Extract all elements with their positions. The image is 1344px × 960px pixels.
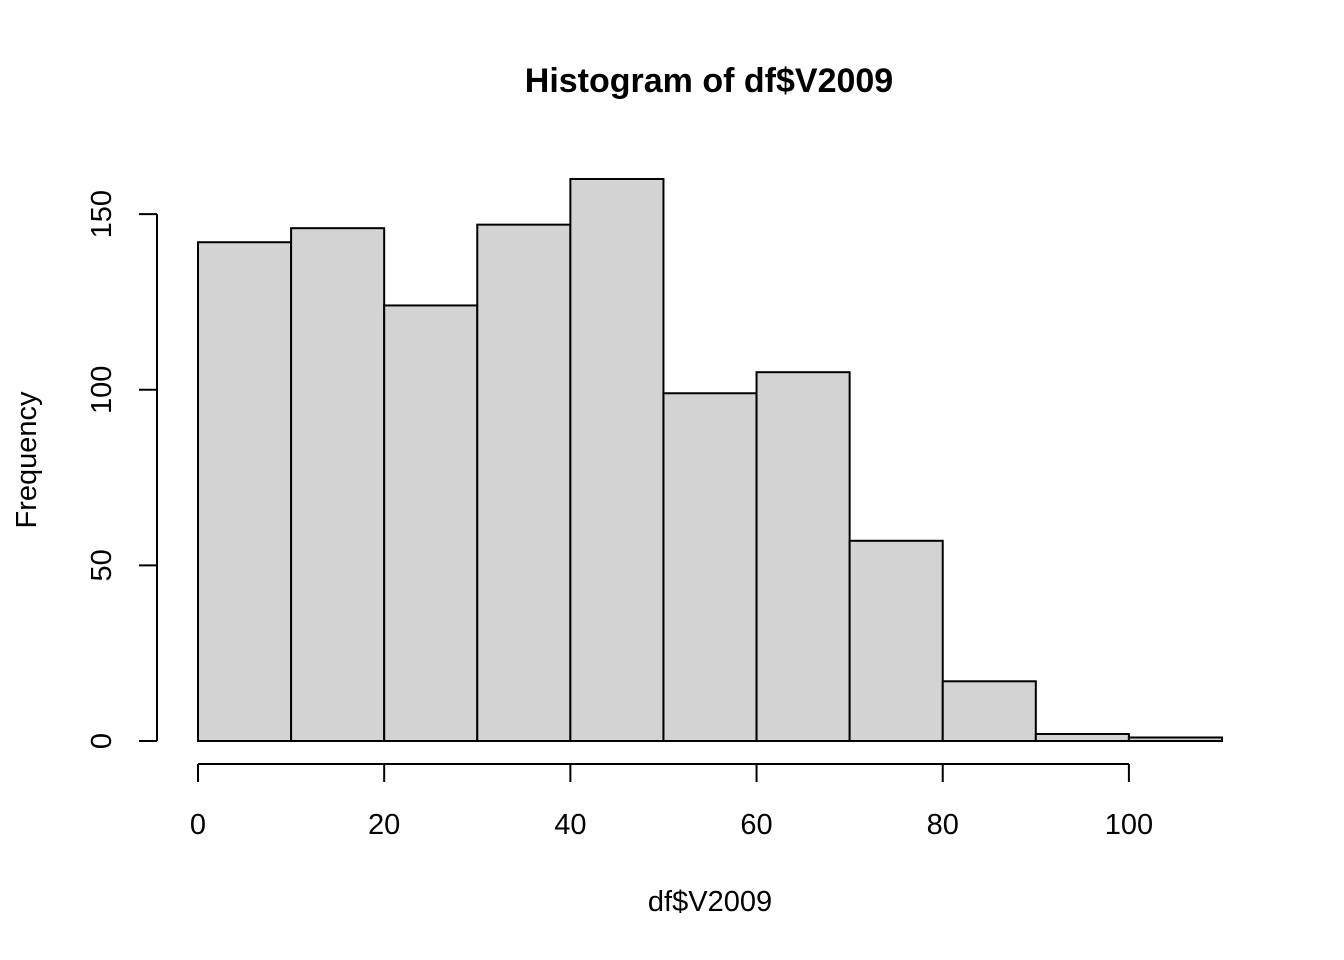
x-tick-label: 0 bbox=[190, 809, 206, 841]
histogram-bar bbox=[848, 539, 944, 742]
histogram-bar bbox=[476, 223, 572, 743]
x-tick-label: 40 bbox=[554, 809, 586, 841]
histogram-bar bbox=[1127, 736, 1223, 742]
histogram-bar bbox=[1034, 732, 1130, 742]
y-tick-label: 0 bbox=[86, 733, 118, 749]
x-tick-label: 80 bbox=[927, 809, 959, 841]
y-tick-label: 150 bbox=[86, 190, 118, 238]
x-axis: 0 20 40 60 80 100 bbox=[190, 763, 1153, 841]
y-axis: 0 50 100 150 bbox=[86, 190, 158, 749]
x-tick-label: 100 bbox=[1105, 809, 1153, 841]
histogram-bar bbox=[290, 227, 386, 743]
histogram-bar bbox=[941, 680, 1037, 742]
histogram-bar bbox=[383, 304, 479, 742]
y-axis-title: Frequency bbox=[11, 391, 43, 529]
histogram-bar bbox=[662, 392, 758, 742]
x-tick-label: 20 bbox=[368, 809, 400, 841]
y-tick-label: 100 bbox=[86, 366, 118, 414]
histogram-bar bbox=[569, 178, 665, 742]
histogram-bar bbox=[197, 241, 293, 742]
bars-group bbox=[197, 178, 1223, 743]
x-tick-label: 60 bbox=[740, 809, 772, 841]
histogram-bar bbox=[755, 371, 851, 742]
y-tick-label: 50 bbox=[86, 549, 118, 581]
x-axis-title: df$V2009 bbox=[648, 886, 772, 918]
chart-title: Histogram of df$V2009 bbox=[525, 62, 893, 100]
